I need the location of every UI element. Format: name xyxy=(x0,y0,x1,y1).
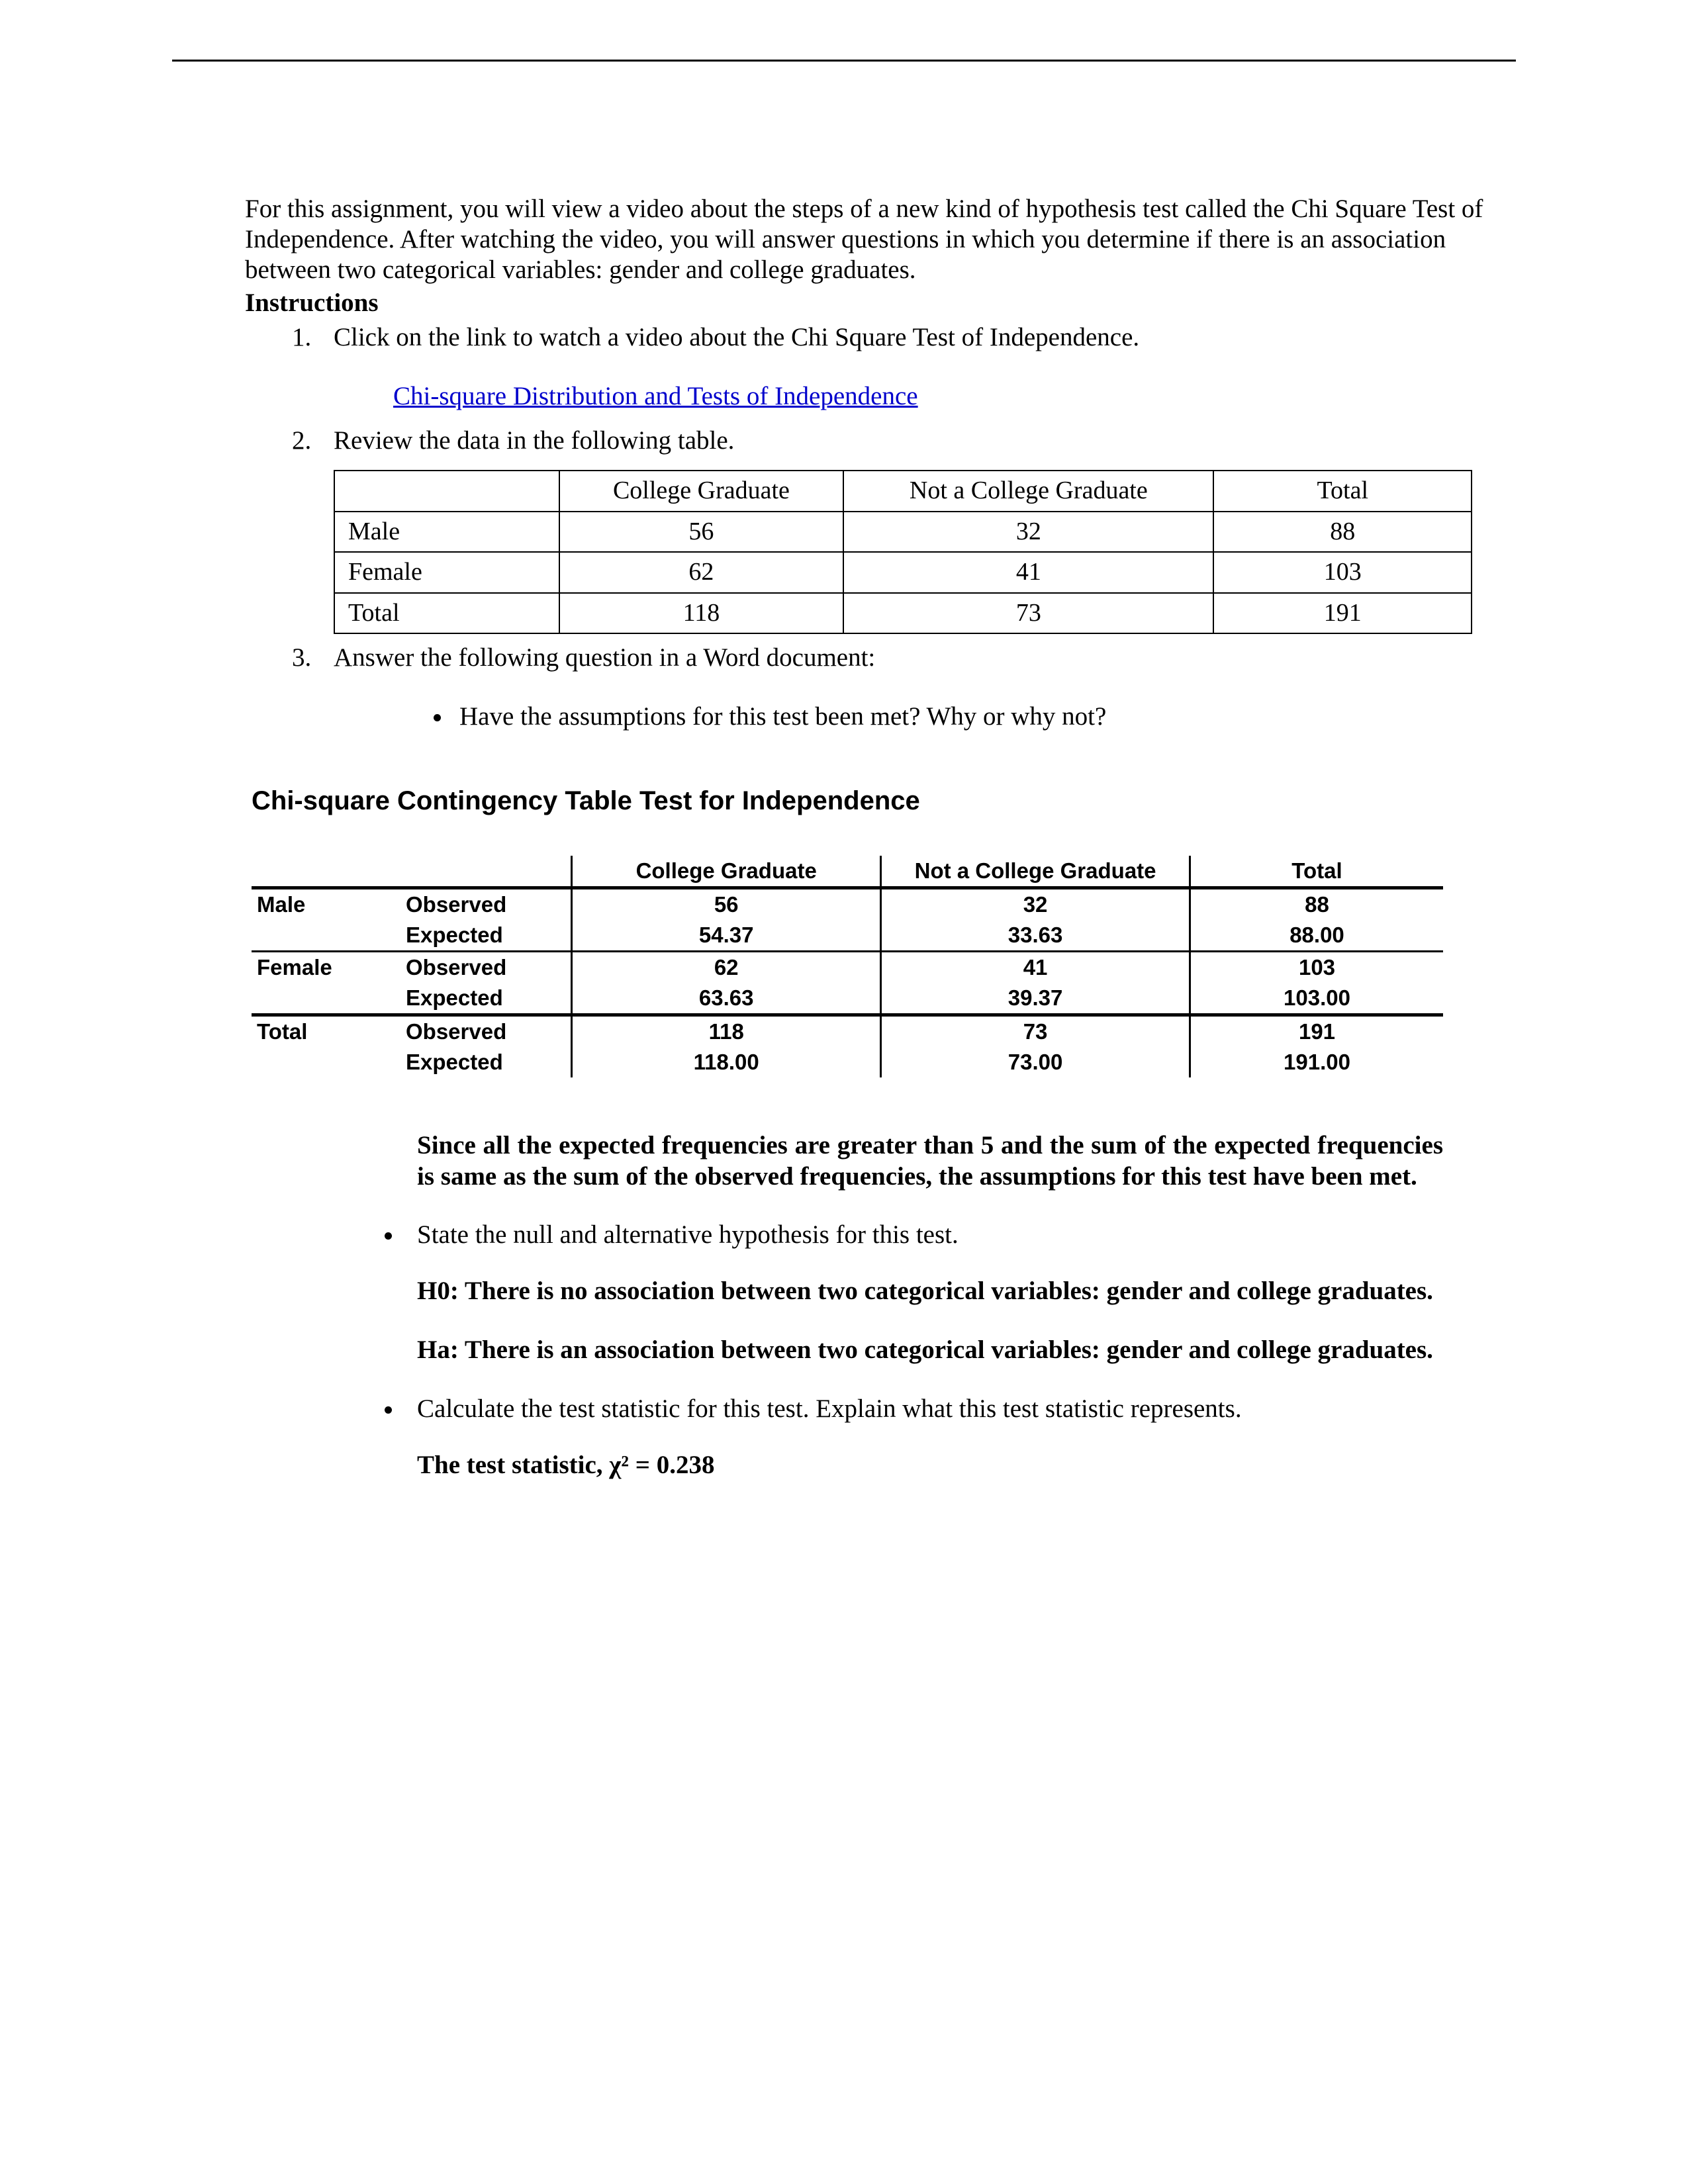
data-table-1: College Graduate Not a College Graduate … xyxy=(334,470,1472,634)
table-cell: 191 xyxy=(1213,593,1472,634)
table-cell: 103.00 xyxy=(1190,983,1444,1015)
table-cell: 103 xyxy=(1213,552,1472,593)
table-cell: 33.63 xyxy=(881,920,1190,952)
instruction-step-1: Click on the link to watch a video about… xyxy=(318,322,1516,417)
table-cell: 118.00 xyxy=(572,1047,881,1077)
instructions-list: Click on the link to watch a video about… xyxy=(278,322,1516,733)
table-cell: 56 xyxy=(559,512,844,553)
intro-paragraph: For this assignment, you will view a vid… xyxy=(245,194,1516,285)
oe-label: Observed xyxy=(400,1015,572,1047)
table-header xyxy=(400,856,572,888)
table-cell: 62 xyxy=(572,951,881,983)
table-header xyxy=(334,471,559,512)
question-bullet: Have the assumptions for this test been … xyxy=(453,701,1516,733)
instruction-step-3: Answer the following question in a Word … xyxy=(318,642,1516,733)
question-list: Have the assumptions for this test been … xyxy=(453,701,1516,733)
table-row: Female Observed 62 41 103 xyxy=(252,951,1443,983)
table-header: Not a College Graduate xyxy=(843,471,1213,512)
step2-text: Review the data in the following table. xyxy=(334,426,734,455)
table-row: Expected 118.00 73.00 191.00 xyxy=(252,1047,1443,1077)
bullet-text: State the null and alternative hypothesi… xyxy=(417,1220,959,1249)
table-cell: 73.00 xyxy=(881,1047,1190,1077)
table-cell: 73 xyxy=(881,1015,1190,1047)
bullet-text: Calculate the test statistic for this te… xyxy=(417,1394,1242,1423)
answer-section: Since all the expected frequencies are g… xyxy=(417,1130,1443,1480)
contingency-heading: Chi-square Contingency Table Test for In… xyxy=(252,786,1516,816)
instruction-step-2: Review the data in the following table. … xyxy=(318,425,1516,635)
table-cell: 32 xyxy=(881,887,1190,920)
table-row: Expected 63.63 39.37 103.00 xyxy=(252,983,1443,1015)
table-header: Total xyxy=(1213,471,1472,512)
row-label: Female xyxy=(252,951,400,983)
table-cell: 191 xyxy=(1190,1015,1444,1047)
row-label: Total xyxy=(252,1015,400,1047)
table-row: Male 56 32 88 xyxy=(334,512,1472,553)
contingency-table: College Graduate Not a College Graduate … xyxy=(252,856,1443,1077)
table-cell: 191.00 xyxy=(1190,1047,1444,1077)
table-cell: 41 xyxy=(881,951,1190,983)
table-header xyxy=(252,856,400,888)
question-bullet: State the null and alternative hypothesi… xyxy=(404,1220,1443,1366)
table-cell: 118 xyxy=(572,1015,881,1047)
table-cell: 88 xyxy=(1190,887,1444,920)
oe-label: Observed xyxy=(400,951,572,983)
table-cell xyxy=(252,920,400,952)
table-cell: 54.37 xyxy=(572,920,881,952)
test-statistic: The test statistic, χ² = 0.238 xyxy=(417,1450,1443,1480)
oe-label: Observed xyxy=(400,887,572,920)
step1-text: Click on the link to watch a video about… xyxy=(334,323,1139,351)
table-cell: 32 xyxy=(843,512,1213,553)
row-label: Male xyxy=(252,887,400,920)
table-row: College Graduate Not a College Graduate … xyxy=(334,471,1472,512)
table-row: Total Observed 118 73 191 xyxy=(252,1015,1443,1047)
table-row: Expected 54.37 33.63 88.00 xyxy=(252,920,1443,952)
table-cell: Total xyxy=(334,593,559,634)
top-horizontal-rule xyxy=(172,60,1516,62)
table-cell xyxy=(252,1047,400,1077)
table-row: Male Observed 56 32 88 xyxy=(252,887,1443,920)
table-cell: 103 xyxy=(1190,951,1444,983)
table-cell: 63.63 xyxy=(572,983,881,1015)
oe-label: Expected xyxy=(400,1047,572,1077)
table-cell: 88.00 xyxy=(1190,920,1444,952)
question-bullet: Calculate the test statistic for this te… xyxy=(404,1394,1443,1480)
table-cell: 39.37 xyxy=(881,983,1190,1015)
table-row: Female 62 41 103 xyxy=(334,552,1472,593)
table-cell: 118 xyxy=(559,593,844,634)
oe-label: Expected xyxy=(400,920,572,952)
page: For this assignment, you will view a vid… xyxy=(0,0,1688,2184)
alt-hypothesis: Ha: There is an association between two … xyxy=(417,1335,1443,1366)
assumptions-answer: Since all the expected frequencies are g… xyxy=(417,1130,1443,1193)
table-cell: 73 xyxy=(843,593,1213,634)
table-header: Total xyxy=(1190,856,1444,888)
oe-label: Expected xyxy=(400,983,572,1015)
table-cell: Male xyxy=(334,512,559,553)
table-cell: 41 xyxy=(843,552,1213,593)
table-cell xyxy=(252,983,400,1015)
table-cell: 62 xyxy=(559,552,844,593)
table-header: College Graduate xyxy=(559,471,844,512)
video-link[interactable]: Chi-square Distribution and Tests of Ind… xyxy=(393,381,918,413)
followup-list: State the null and alternative hypothesi… xyxy=(377,1220,1443,1480)
null-hypothesis: H0: There is no association between two … xyxy=(417,1276,1443,1307)
table-row: Total 118 73 191 xyxy=(334,593,1472,634)
instructions-heading: Instructions xyxy=(245,288,1516,318)
table-cell: Female xyxy=(334,552,559,593)
table-cell: 88 xyxy=(1213,512,1472,553)
table-row: College Graduate Not a College Graduate … xyxy=(252,856,1443,888)
table-cell: 56 xyxy=(572,887,881,920)
table-header: College Graduate xyxy=(572,856,881,888)
table-header: Not a College Graduate xyxy=(881,856,1190,888)
step3-text: Answer the following question in a Word … xyxy=(334,643,875,672)
